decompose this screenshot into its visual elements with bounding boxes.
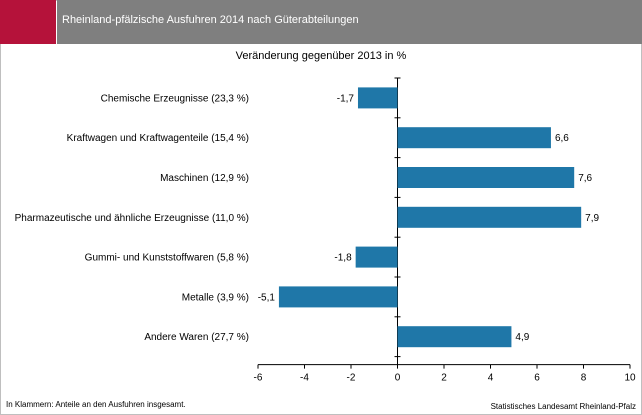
x-tick-label: 8 [581, 373, 587, 384]
data-label: 6,6 [555, 133, 569, 144]
category-label: Gummi- und Kunststoffwaren (5,8 %) [85, 253, 249, 264]
bar [397, 167, 575, 188]
x-tick-label: -4 [300, 373, 309, 384]
bar [397, 206, 582, 228]
category-label: Pharmazeutische und ähnliche Erzeugnisse… [15, 213, 249, 224]
x-tick-label: 0 [395, 373, 401, 384]
bar [357, 87, 398, 109]
footnote: In Klammern: Anteile an den Ausfuhren in… [6, 400, 186, 409]
x-tick-label: 10 [624, 373, 636, 384]
data-label: -1,8 [334, 253, 352, 264]
x-tick-label: 4 [488, 373, 494, 384]
data-label: 4,9 [515, 332, 529, 343]
x-tick-label: -6 [254, 373, 263, 384]
chart-header: Rheinland-pfälzische Ausfuhren 2014 nach… [0, 0, 642, 44]
category-label: Kraftwagen und Kraftwagenteile (15,4 %) [67, 133, 249, 144]
data-label: -1,7 [337, 93, 355, 104]
bar [397, 326, 512, 348]
bar [397, 127, 551, 149]
data-label: 7,6 [578, 173, 592, 184]
bar [278, 286, 398, 308]
category-label: Chemische Erzeugnisse (23,3 %) [101, 93, 249, 104]
x-tick-label: 2 [441, 373, 447, 384]
header-bar [57, 0, 642, 44]
header-accent-block [0, 0, 56, 44]
source-note: Statistisches Landesamt Rheinland-Pfalz [490, 402, 636, 411]
category-label: Andere Waren (27,7 %) [144, 332, 249, 343]
category-label: Maschinen (12,9 %) [160, 173, 249, 184]
data-label: 7,9 [585, 213, 599, 224]
chart-subtitle: Veränderung gegenüber 2013 in % [235, 50, 407, 62]
x-tick-label: 6 [534, 373, 540, 384]
x-tick-label: -2 [347, 373, 356, 384]
category-label: Metalle (3,9 %) [182, 292, 249, 303]
data-label: -5,1 [258, 292, 276, 303]
bar [355, 246, 398, 268]
chart-title: Rheinland-pfälzische Ausfuhren 2014 nach… [62, 14, 359, 26]
